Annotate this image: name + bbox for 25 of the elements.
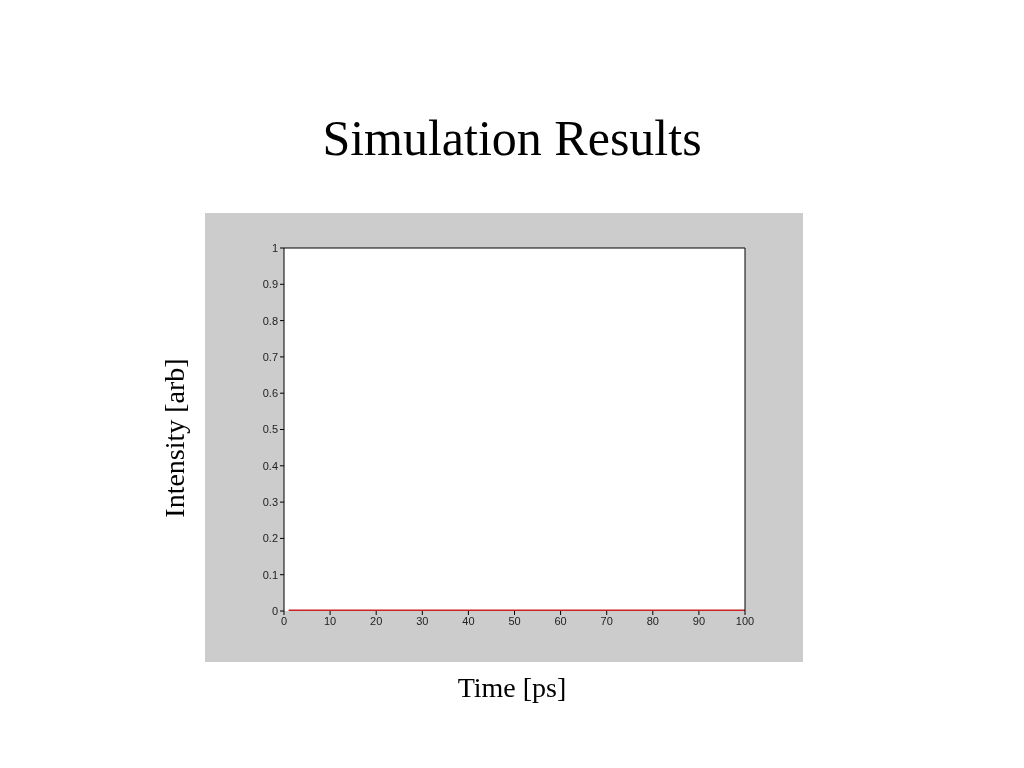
chart-title: Simulation Results bbox=[321, 109, 703, 168]
y-tick-label: 0.1 bbox=[262, 568, 278, 581]
y-axis-title: Intensity [arb] bbox=[159, 358, 191, 518]
x-tick-label: 20 bbox=[370, 614, 383, 627]
x-tick-label: 80 bbox=[646, 614, 659, 627]
x-tick-label: 50 bbox=[508, 614, 521, 627]
y-tick-label: 0.8 bbox=[262, 314, 278, 327]
x-axis-title: Time [ps] bbox=[456, 672, 568, 704]
x-tick-label: 90 bbox=[692, 614, 706, 627]
x-tick-label: 30 bbox=[416, 614, 429, 627]
x-tick-label: 0 bbox=[280, 614, 288, 627]
x-tick-label: 100 bbox=[735, 614, 755, 627]
x-tick-label: 60 bbox=[554, 614, 567, 627]
y-tick-label: 1 bbox=[271, 241, 278, 254]
x-tick-label: 40 bbox=[462, 614, 475, 627]
y-tick-label: 0.9 bbox=[262, 278, 278, 291]
y-tick-label: 0 bbox=[271, 604, 278, 617]
y-tick-label: 0.3 bbox=[262, 496, 278, 509]
x-tick-label: 70 bbox=[600, 614, 613, 627]
y-tick-label: 0.4 bbox=[262, 459, 278, 472]
x-tick-label: 10 bbox=[323, 614, 337, 627]
y-tick-label: 0.2 bbox=[262, 532, 278, 545]
y-tick-label: 0.7 bbox=[262, 350, 278, 363]
y-tick-label: 0.5 bbox=[262, 423, 278, 436]
y-tick-label: 0.6 bbox=[262, 387, 278, 400]
